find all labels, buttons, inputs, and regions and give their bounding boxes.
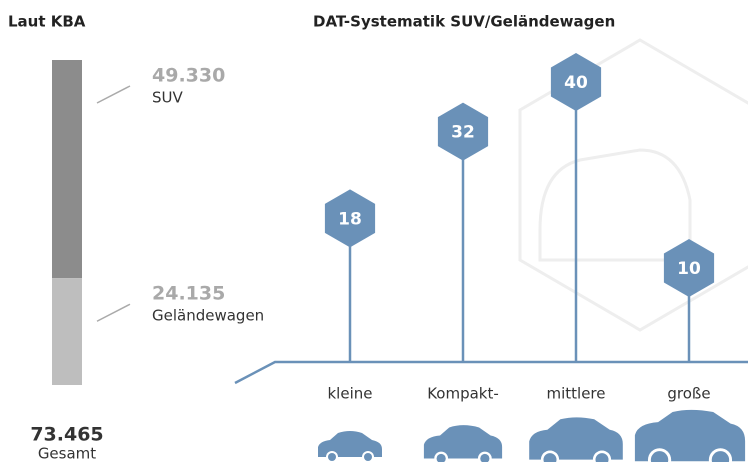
legend-label: SUV bbox=[152, 89, 184, 107]
value-label: 49.330 bbox=[152, 65, 225, 87]
connector bbox=[97, 86, 130, 103]
bar-segment bbox=[52, 60, 82, 278]
value-label: 24.135 bbox=[152, 283, 225, 305]
chart-title: DAT-Systematik SUV/Geländewagen bbox=[313, 13, 615, 31]
value-label: 32 bbox=[451, 123, 475, 143]
total-label: 73.465 bbox=[30, 424, 103, 446]
car-icon bbox=[635, 410, 745, 462]
value-label: 18 bbox=[338, 209, 362, 229]
car-icon bbox=[424, 425, 502, 462]
category-label: große bbox=[667, 385, 710, 403]
category-label: kleine bbox=[328, 385, 373, 403]
car-icon bbox=[318, 431, 382, 462]
total-name: Gesamt bbox=[38, 445, 96, 462]
car-icon bbox=[529, 417, 623, 462]
car-icons bbox=[318, 410, 745, 462]
category-label: Kompakt- bbox=[427, 385, 499, 403]
legend-label: Geländewagen bbox=[152, 307, 264, 325]
connector bbox=[97, 304, 130, 321]
value-label: 40 bbox=[564, 73, 588, 93]
category-label: mittlere bbox=[546, 385, 605, 403]
infographic: Laut KBA DAT-Systematik SUV/Geländewagen… bbox=[0, 0, 748, 462]
value-label: 10 bbox=[677, 259, 701, 279]
baseline bbox=[235, 362, 748, 383]
chart-title: Laut KBA bbox=[8, 13, 86, 31]
bar-segment bbox=[52, 278, 82, 385]
